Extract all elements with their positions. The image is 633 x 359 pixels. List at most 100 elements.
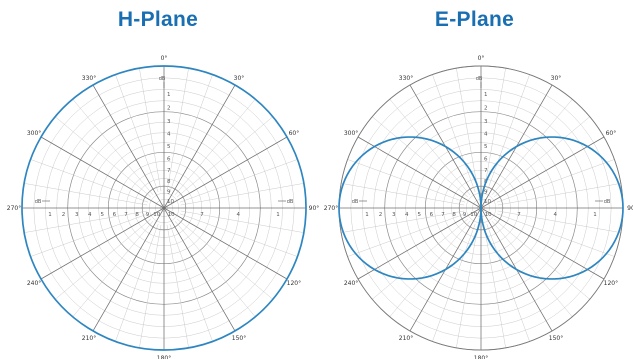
- grid-spoke: [166, 224, 189, 348]
- grid-spoke: [480, 136, 605, 209]
- radial-tick-label: 5: [484, 144, 488, 150]
- grid-spoke: [180, 210, 304, 233]
- grid-spoke: [389, 99, 471, 196]
- angle-label: 180°: [157, 355, 171, 359]
- unit-label: dB: [604, 199, 611, 205]
- grid-spoke: [480, 207, 605, 280]
- radial-tick-label: 7: [484, 168, 488, 174]
- grid-spoke: [432, 223, 476, 342]
- radial-tick-label: 7: [124, 212, 128, 218]
- radial-tick-label: 10: [470, 212, 477, 218]
- radial-tick-label: 1: [48, 212, 52, 218]
- grid-spoke: [139, 224, 162, 348]
- radial-tick-label: 2: [167, 106, 171, 112]
- grid-spoke: [347, 213, 466, 257]
- grid-spoke: [372, 116, 469, 198]
- grid-spoke: [176, 218, 273, 300]
- angle-label: 150°: [549, 335, 563, 342]
- grid-spoke: [163, 207, 236, 332]
- angle-label: 270°: [324, 205, 338, 212]
- radial-tick-label: 10: [485, 212, 492, 218]
- grid-spoke: [486, 223, 530, 342]
- radial-tick-label: 1: [167, 92, 171, 98]
- grid-spoke: [24, 210, 148, 233]
- radial-tick-label: 5: [417, 212, 421, 218]
- h-plane-title: H-Plane: [117, 8, 199, 31]
- angle-label: 150°: [232, 335, 246, 342]
- unit-label: dB: [287, 199, 294, 205]
- radial-tick-label: 10: [168, 212, 175, 218]
- angle-label: 300°: [27, 130, 41, 137]
- angle-label: 210°: [399, 335, 413, 342]
- h-plane-panel: H-Plane 0° 30° 60° 90° 120° 150° 180° 210° 240° 2…: [0, 0, 320, 359]
- angle-label: 30°: [234, 75, 245, 82]
- grid-spoke: [180, 183, 304, 206]
- radial-tick-label: 3: [392, 212, 396, 218]
- unit-label: dB: [159, 76, 166, 82]
- radial-tick-label: 1: [593, 212, 597, 218]
- e-plane-title: E-Plane: [434, 8, 515, 31]
- radial-tick-label: 7: [167, 168, 171, 174]
- grid-spoke: [176, 116, 273, 198]
- h-plane-polar-chart: 0° 30° 60° 90° 120° 150° 180° 210° 240° 270° 300° 3…: [7, 55, 320, 359]
- grid-spoke: [496, 159, 615, 203]
- radial-tick-label: 6: [113, 212, 117, 218]
- angle-label: 60°: [289, 130, 300, 137]
- radial-tick-label: 9: [167, 189, 171, 195]
- grid-spoke: [40, 207, 165, 280]
- grid-spoke: [166, 68, 189, 192]
- radial-tick-label: 5: [167, 144, 171, 150]
- grid-spoke: [347, 159, 466, 203]
- grid-spoke: [72, 99, 154, 196]
- unit-label: dB: [352, 199, 359, 205]
- radial-tick-label: 1: [365, 212, 369, 218]
- grid-spoke: [30, 213, 149, 257]
- polar-grid: [21, 65, 307, 351]
- radial-tick-label: 3: [484, 119, 488, 125]
- angle-label: 120°: [287, 280, 301, 287]
- grid-spoke: [92, 207, 165, 332]
- angle-label: 210°: [82, 335, 96, 342]
- grid-spoke: [357, 207, 482, 280]
- radial-tick-label: 2: [484, 106, 488, 112]
- grid-spoke: [483, 224, 506, 348]
- grid-spoke: [491, 220, 573, 317]
- radial-tick-label: 9: [146, 212, 150, 218]
- radial-tick-label: 2: [62, 212, 66, 218]
- radial-tick-label: 8: [167, 179, 171, 185]
- grid-spoke: [497, 210, 621, 233]
- grid-spoke: [493, 116, 590, 198]
- grid-spoke: [115, 223, 159, 342]
- grid-spoke: [179, 159, 298, 203]
- radial-tick-label: 7: [441, 212, 445, 218]
- angle-label: 90°: [309, 205, 320, 212]
- grid-spoke: [483, 68, 506, 192]
- radial-tick-label: 3: [75, 212, 79, 218]
- radial-tick-label: 10: [153, 212, 160, 218]
- radial-tick-label: 4: [405, 212, 409, 218]
- grid-spoke: [163, 136, 288, 209]
- grid-spoke: [40, 136, 165, 209]
- grid-spoke: [389, 220, 471, 317]
- angle-label: 0°: [478, 55, 485, 62]
- grid-spoke: [174, 220, 256, 317]
- grid-spoke: [55, 116, 152, 198]
- unit-label: dB: [35, 199, 42, 205]
- radial-tick-label: 3: [167, 119, 171, 125]
- angle-label: 240°: [27, 280, 41, 287]
- radial-tick-label: 8: [452, 212, 456, 218]
- radial-tick-label: 1: [484, 92, 488, 98]
- angle-label: 60°: [606, 130, 617, 137]
- radial-tick-label: 6: [484, 156, 488, 162]
- radiation-pattern-line: [338, 136, 624, 280]
- grid-spoke: [341, 210, 465, 233]
- grid-spoke: [163, 207, 288, 280]
- grid-spoke: [163, 84, 236, 209]
- grid-spoke: [174, 99, 256, 196]
- angle-label: 300°: [344, 130, 358, 137]
- grid-spoke: [486, 74, 530, 193]
- radial-tick-label: 4: [484, 132, 488, 138]
- angle-label: 30°: [551, 75, 562, 82]
- grid-spoke: [115, 74, 159, 193]
